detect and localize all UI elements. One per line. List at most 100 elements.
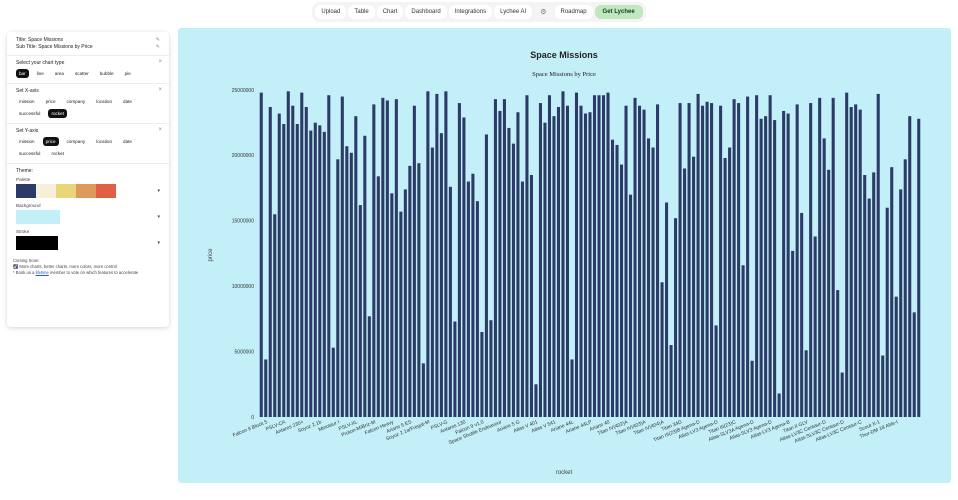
bar[interactable] xyxy=(651,147,655,418)
bar[interactable] xyxy=(876,93,880,418)
bar[interactable] xyxy=(259,92,263,418)
bar[interactable] xyxy=(732,99,736,417)
bar[interactable] xyxy=(777,393,781,417)
bar[interactable] xyxy=(885,207,889,417)
bar[interactable] xyxy=(840,372,844,417)
bar[interactable] xyxy=(493,99,497,417)
chevron-down-icon[interactable]: ▾ xyxy=(157,188,160,194)
bar[interactable] xyxy=(601,95,606,417)
bar[interactable] xyxy=(349,152,353,417)
bar[interactable] xyxy=(669,345,673,417)
pencil-icon[interactable]: ✎ xyxy=(155,43,160,50)
bar[interactable] xyxy=(372,104,376,417)
bar[interactable] xyxy=(268,107,272,417)
bar[interactable] xyxy=(421,363,425,417)
bar[interactable] xyxy=(656,104,660,417)
bar[interactable] xyxy=(552,116,556,417)
bar[interactable] xyxy=(525,95,529,417)
bar[interactable] xyxy=(561,91,565,417)
bar[interactable] xyxy=(624,105,628,417)
bar[interactable] xyxy=(867,198,871,417)
x-axis-option-date[interactable]: date xyxy=(123,99,132,104)
bar[interactable] xyxy=(633,97,637,417)
bar[interactable] xyxy=(800,212,804,417)
bar[interactable] xyxy=(408,165,412,417)
bar[interactable] xyxy=(863,175,867,417)
bar[interactable] xyxy=(376,176,380,417)
bar[interactable] xyxy=(439,133,443,417)
bar[interactable] xyxy=(300,92,304,418)
bar[interactable] xyxy=(849,107,853,417)
bar[interactable] xyxy=(588,112,592,418)
palette-picker[interactable]: ▾ xyxy=(16,184,160,198)
bar[interactable] xyxy=(723,158,727,417)
bar[interactable] xyxy=(917,118,921,417)
bar[interactable] xyxy=(674,218,678,417)
lifetime-link[interactable]: lifetime xyxy=(35,270,49,275)
gear-icon[interactable]: ⚙ xyxy=(540,9,547,16)
bar[interactable] xyxy=(331,347,335,417)
bar[interactable] xyxy=(583,113,588,417)
bar[interactable] xyxy=(881,355,885,417)
y-axis-option-date[interactable]: date xyxy=(123,139,132,144)
stroke-picker[interactable]: ▾ xyxy=(16,236,160,250)
bar[interactable] xyxy=(345,146,349,417)
get-lychee-button[interactable]: Get Lychee xyxy=(594,5,643,19)
chart-type-option-pie[interactable]: pie xyxy=(124,71,131,76)
bar[interactable] xyxy=(764,116,768,417)
bar[interactable] xyxy=(592,95,597,417)
bar[interactable] xyxy=(426,91,430,417)
close-icon[interactable]: × xyxy=(158,127,162,133)
bar[interactable] xyxy=(606,92,610,418)
bar[interactable] xyxy=(277,113,281,417)
bar[interactable] xyxy=(629,194,633,417)
bar[interactable] xyxy=(755,95,759,417)
bar[interactable] xyxy=(701,105,705,417)
bar[interactable] xyxy=(696,93,700,418)
bar[interactable] xyxy=(354,116,358,417)
y-axis-option-location[interactable]: location xyxy=(96,139,113,144)
title-field[interactable]: Title: Space Missions xyxy=(16,36,64,43)
bar[interactable] xyxy=(556,107,561,417)
x-axis-option-successful[interactable]: successful xyxy=(19,111,41,116)
bar[interactable] xyxy=(804,350,808,417)
y-axis-option-successful[interactable]: successful xyxy=(19,151,41,156)
bar[interactable] xyxy=(444,91,448,417)
bar[interactable] xyxy=(358,205,362,417)
bar[interactable] xyxy=(813,236,817,418)
bar[interactable] xyxy=(322,131,326,418)
y-axis-option-company[interactable]: company xyxy=(66,139,86,144)
bar[interactable] xyxy=(750,360,754,417)
bar[interactable] xyxy=(908,116,912,417)
bar[interactable] xyxy=(822,138,826,417)
bar[interactable] xyxy=(845,92,849,418)
nav-dashboard[interactable]: Dashboard xyxy=(405,5,447,19)
bar[interactable] xyxy=(746,96,750,417)
x-axis-option-location[interactable]: location xyxy=(96,99,113,104)
bar[interactable] xyxy=(903,159,907,417)
bar[interactable] xyxy=(538,103,542,417)
x-axis-option-price[interactable]: price xyxy=(45,99,56,104)
bar[interactable] xyxy=(759,118,763,417)
bar[interactable] xyxy=(286,91,290,417)
bar[interactable] xyxy=(665,202,669,417)
bar[interactable] xyxy=(412,105,416,417)
bar[interactable] xyxy=(534,384,538,417)
bar[interactable] xyxy=(579,105,583,417)
bar[interactable] xyxy=(457,103,461,417)
bar[interactable] xyxy=(471,173,475,417)
bar[interactable] xyxy=(340,96,344,417)
bar[interactable] xyxy=(313,122,317,417)
bar[interactable] xyxy=(394,99,398,417)
bar[interactable] xyxy=(543,122,547,417)
bar[interactable] xyxy=(304,107,308,417)
nav-integrations[interactable]: Integrations xyxy=(448,5,493,19)
nav-lychee-ai[interactable]: Lychee AI xyxy=(494,5,533,19)
bar[interactable] xyxy=(827,169,831,417)
bar[interactable] xyxy=(570,359,574,417)
bar[interactable] xyxy=(399,211,403,417)
bar[interactable] xyxy=(809,103,813,417)
bar[interactable] xyxy=(831,97,835,417)
bar[interactable] xyxy=(786,113,790,417)
bar[interactable] xyxy=(728,147,732,418)
